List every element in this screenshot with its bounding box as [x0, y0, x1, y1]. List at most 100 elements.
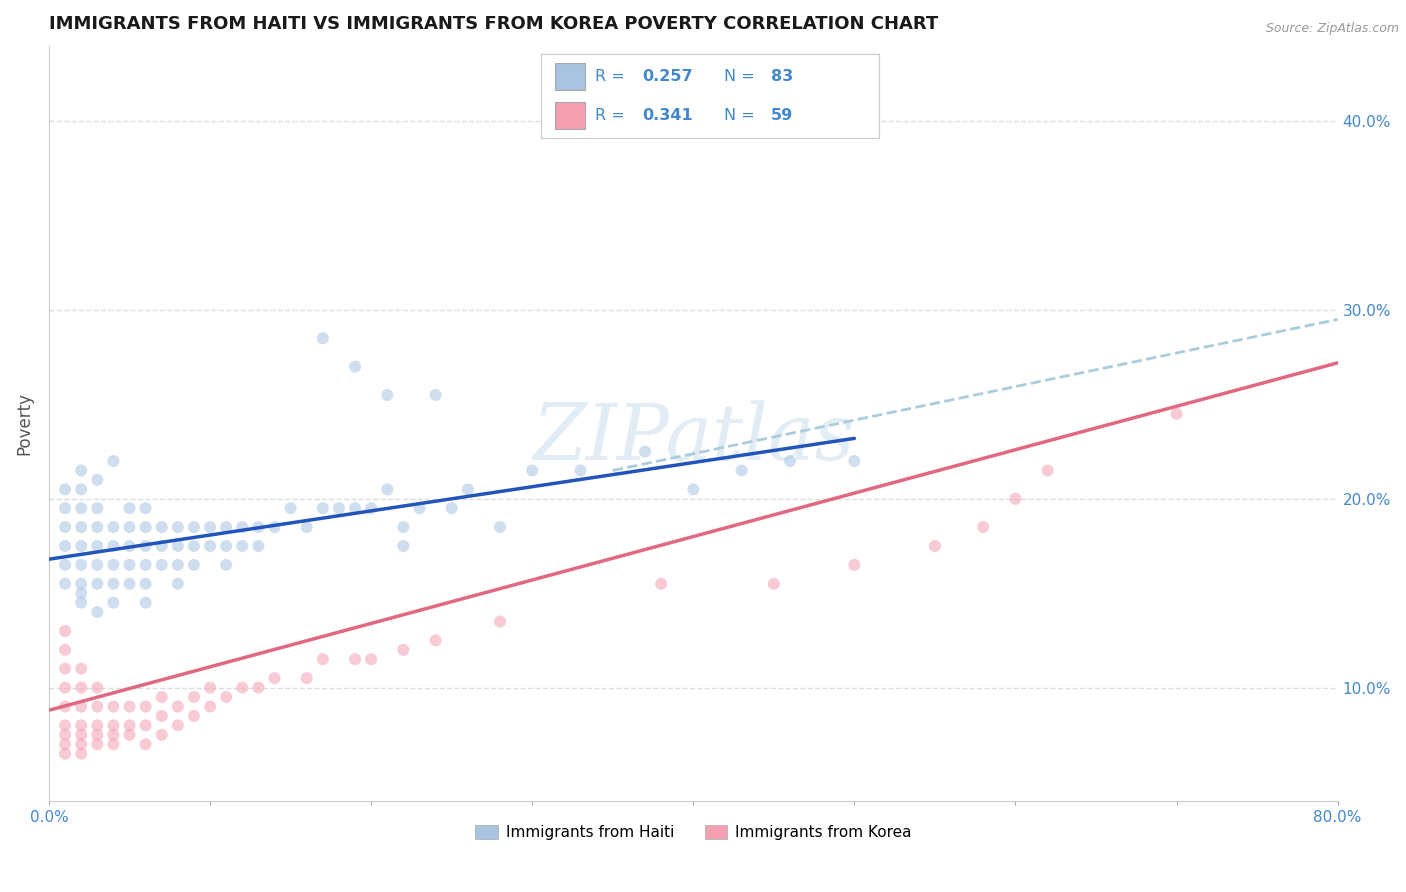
- Point: [53, 558, 76, 572]
- Point: [118, 576, 141, 591]
- Point: [53, 681, 76, 695]
- Point: [70, 728, 93, 742]
- Point: [53, 662, 76, 676]
- Point: [70, 681, 93, 695]
- Point: [118, 539, 141, 553]
- Point: [135, 737, 157, 751]
- Point: [166, 576, 188, 591]
- Text: 83: 83: [770, 69, 793, 84]
- Point: [183, 520, 205, 534]
- Point: [53, 576, 76, 591]
- Point: [53, 624, 76, 638]
- Point: [70, 747, 93, 761]
- Point: [53, 718, 76, 732]
- Point: [53, 699, 76, 714]
- Point: [198, 520, 221, 534]
- Point: [762, 576, 785, 591]
- Point: [634, 444, 657, 458]
- Point: [166, 718, 188, 732]
- Text: IMMIGRANTS FROM HAITI VS IMMIGRANTS FROM KOREA POVERTY CORRELATION CHART: IMMIGRANTS FROM HAITI VS IMMIGRANTS FROM…: [49, 15, 938, 33]
- Point: [118, 558, 141, 572]
- Point: [150, 690, 173, 704]
- Point: [70, 539, 93, 553]
- Point: [103, 539, 125, 553]
- Point: [70, 699, 93, 714]
- Point: [328, 501, 350, 516]
- Point: [166, 699, 188, 714]
- Point: [135, 576, 157, 591]
- Point: [375, 388, 398, 402]
- Point: [457, 483, 479, 497]
- Point: [103, 699, 125, 714]
- Point: [375, 483, 398, 497]
- Point: [231, 520, 253, 534]
- Point: [135, 596, 157, 610]
- Text: R =: R =: [595, 108, 630, 123]
- Text: ZIPatlas: ZIPatlas: [531, 401, 855, 476]
- Point: [295, 671, 318, 685]
- Point: [70, 662, 93, 676]
- Point: [360, 501, 382, 516]
- Point: [183, 709, 205, 723]
- Point: [844, 454, 866, 468]
- Point: [103, 718, 125, 732]
- Point: [70, 586, 93, 600]
- Point: [53, 483, 76, 497]
- Point: [183, 690, 205, 704]
- Point: [183, 558, 205, 572]
- Point: [150, 558, 173, 572]
- Point: [70, 483, 93, 497]
- Point: [198, 539, 221, 553]
- Point: [103, 596, 125, 610]
- Point: [103, 576, 125, 591]
- FancyBboxPatch shape: [555, 62, 585, 90]
- Point: [360, 652, 382, 666]
- Point: [86, 473, 108, 487]
- Point: [247, 520, 270, 534]
- Point: [135, 539, 157, 553]
- Point: [53, 539, 76, 553]
- Point: [522, 463, 544, 477]
- FancyBboxPatch shape: [555, 102, 585, 129]
- Point: [150, 539, 173, 553]
- Point: [53, 737, 76, 751]
- Point: [779, 454, 801, 468]
- Point: [844, 558, 866, 572]
- Point: [569, 463, 592, 477]
- Point: [392, 539, 415, 553]
- Point: [215, 690, 238, 704]
- Point: [118, 728, 141, 742]
- Point: [86, 605, 108, 619]
- Point: [198, 699, 221, 714]
- Point: [118, 718, 141, 732]
- Point: [70, 501, 93, 516]
- Point: [86, 681, 108, 695]
- Point: [344, 501, 367, 516]
- Point: [312, 652, 335, 666]
- Point: [86, 520, 108, 534]
- Point: [408, 501, 430, 516]
- Point: [489, 520, 512, 534]
- Point: [166, 520, 188, 534]
- Point: [166, 558, 188, 572]
- Point: [150, 520, 173, 534]
- Y-axis label: Poverty: Poverty: [15, 392, 32, 455]
- Point: [1036, 463, 1059, 477]
- Point: [135, 520, 157, 534]
- Point: [263, 520, 285, 534]
- Point: [344, 652, 367, 666]
- Point: [231, 681, 253, 695]
- Point: [70, 520, 93, 534]
- Point: [312, 501, 335, 516]
- Point: [392, 520, 415, 534]
- Point: [135, 558, 157, 572]
- Point: [650, 576, 672, 591]
- Text: N =: N =: [724, 108, 759, 123]
- Point: [924, 539, 946, 553]
- Point: [247, 681, 270, 695]
- Point: [135, 718, 157, 732]
- Point: [312, 331, 335, 345]
- Point: [489, 615, 512, 629]
- Point: [972, 520, 994, 534]
- Point: [1004, 491, 1026, 506]
